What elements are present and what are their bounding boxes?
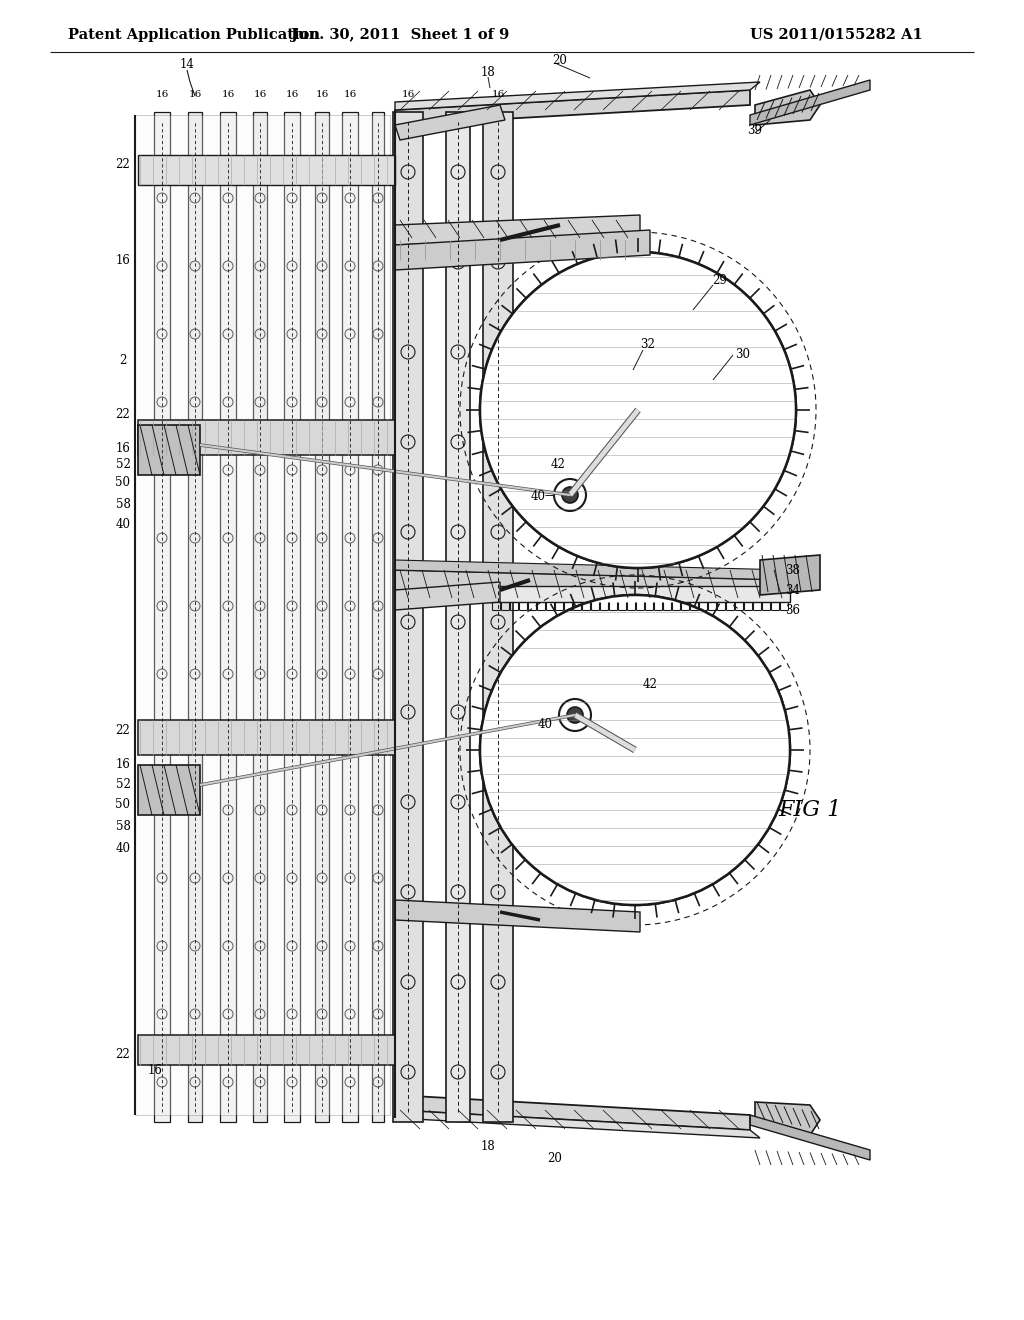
Text: 36: 36 xyxy=(785,603,801,616)
Bar xyxy=(315,112,329,1122)
Polygon shape xyxy=(395,560,790,579)
Text: 38: 38 xyxy=(785,564,801,577)
Text: 50: 50 xyxy=(116,799,130,812)
Text: 16: 16 xyxy=(116,759,130,771)
Bar xyxy=(393,112,423,1122)
Polygon shape xyxy=(395,215,640,246)
Polygon shape xyxy=(395,230,650,271)
Text: 18: 18 xyxy=(480,66,496,78)
Text: 40: 40 xyxy=(116,519,130,532)
Text: 16: 16 xyxy=(116,441,130,454)
Polygon shape xyxy=(135,115,390,1115)
Bar xyxy=(284,112,300,1122)
Text: 58: 58 xyxy=(116,821,130,833)
Text: 22: 22 xyxy=(116,723,130,737)
Polygon shape xyxy=(750,1115,870,1160)
Polygon shape xyxy=(395,1110,760,1138)
Text: 16: 16 xyxy=(343,90,356,99)
Text: 16: 16 xyxy=(188,90,202,99)
Text: FIG 1: FIG 1 xyxy=(778,799,842,821)
Bar xyxy=(446,112,470,1122)
Text: 30: 30 xyxy=(735,348,751,362)
Polygon shape xyxy=(138,719,395,755)
Polygon shape xyxy=(138,154,395,185)
Text: 52: 52 xyxy=(116,779,130,792)
Text: 52: 52 xyxy=(116,458,130,471)
Polygon shape xyxy=(138,766,200,814)
Circle shape xyxy=(631,403,645,417)
Text: 16: 16 xyxy=(253,90,266,99)
Polygon shape xyxy=(395,82,760,110)
Text: 42: 42 xyxy=(551,458,565,471)
Circle shape xyxy=(554,479,586,511)
Text: 29: 29 xyxy=(713,273,727,286)
Text: 40: 40 xyxy=(538,718,553,731)
Polygon shape xyxy=(750,81,870,125)
Circle shape xyxy=(559,700,591,731)
Text: 16: 16 xyxy=(492,90,505,99)
Polygon shape xyxy=(395,582,500,610)
Text: 34: 34 xyxy=(785,583,801,597)
Text: 40: 40 xyxy=(530,491,546,503)
Bar xyxy=(342,112,358,1122)
Bar xyxy=(483,112,513,1122)
Polygon shape xyxy=(395,570,790,601)
Text: 16: 16 xyxy=(315,90,329,99)
Text: 18: 18 xyxy=(480,1140,496,1154)
Circle shape xyxy=(567,708,583,723)
Text: 2: 2 xyxy=(120,354,127,367)
Text: 58: 58 xyxy=(116,499,130,511)
Bar xyxy=(253,112,267,1122)
Text: 16: 16 xyxy=(116,253,130,267)
Polygon shape xyxy=(138,1035,395,1065)
Bar xyxy=(154,112,170,1122)
Text: Patent Application Publication: Patent Application Publication xyxy=(68,28,319,42)
Circle shape xyxy=(628,743,642,756)
Text: 20: 20 xyxy=(553,54,567,66)
Polygon shape xyxy=(760,554,820,595)
Circle shape xyxy=(480,252,796,568)
Text: 16: 16 xyxy=(147,1064,163,1077)
Polygon shape xyxy=(395,90,750,125)
Text: 16: 16 xyxy=(401,90,415,99)
Text: 14: 14 xyxy=(179,58,195,71)
Text: 22: 22 xyxy=(116,158,130,172)
Bar xyxy=(490,586,790,602)
Text: 32: 32 xyxy=(641,338,655,351)
Text: 16: 16 xyxy=(156,90,169,99)
Text: 39: 39 xyxy=(748,124,763,136)
Text: 42: 42 xyxy=(643,678,657,692)
Polygon shape xyxy=(395,106,505,140)
Text: 20: 20 xyxy=(548,1151,562,1164)
Text: 22: 22 xyxy=(116,1048,130,1061)
Polygon shape xyxy=(755,1102,820,1135)
Bar xyxy=(220,112,236,1122)
Bar xyxy=(188,112,202,1122)
Polygon shape xyxy=(138,425,200,475)
Circle shape xyxy=(562,487,578,503)
Text: 22: 22 xyxy=(116,408,130,421)
Polygon shape xyxy=(395,900,640,932)
Text: 50: 50 xyxy=(116,475,130,488)
Polygon shape xyxy=(755,90,820,125)
Text: 16: 16 xyxy=(221,90,234,99)
Polygon shape xyxy=(138,420,395,455)
Bar xyxy=(372,112,384,1122)
Circle shape xyxy=(480,595,790,906)
Text: US 2011/0155282 A1: US 2011/0155282 A1 xyxy=(750,28,923,42)
Polygon shape xyxy=(395,1096,750,1130)
Text: 40: 40 xyxy=(116,842,130,854)
Text: 16: 16 xyxy=(286,90,299,99)
Text: Jun. 30, 2011  Sheet 1 of 9: Jun. 30, 2011 Sheet 1 of 9 xyxy=(291,28,509,42)
